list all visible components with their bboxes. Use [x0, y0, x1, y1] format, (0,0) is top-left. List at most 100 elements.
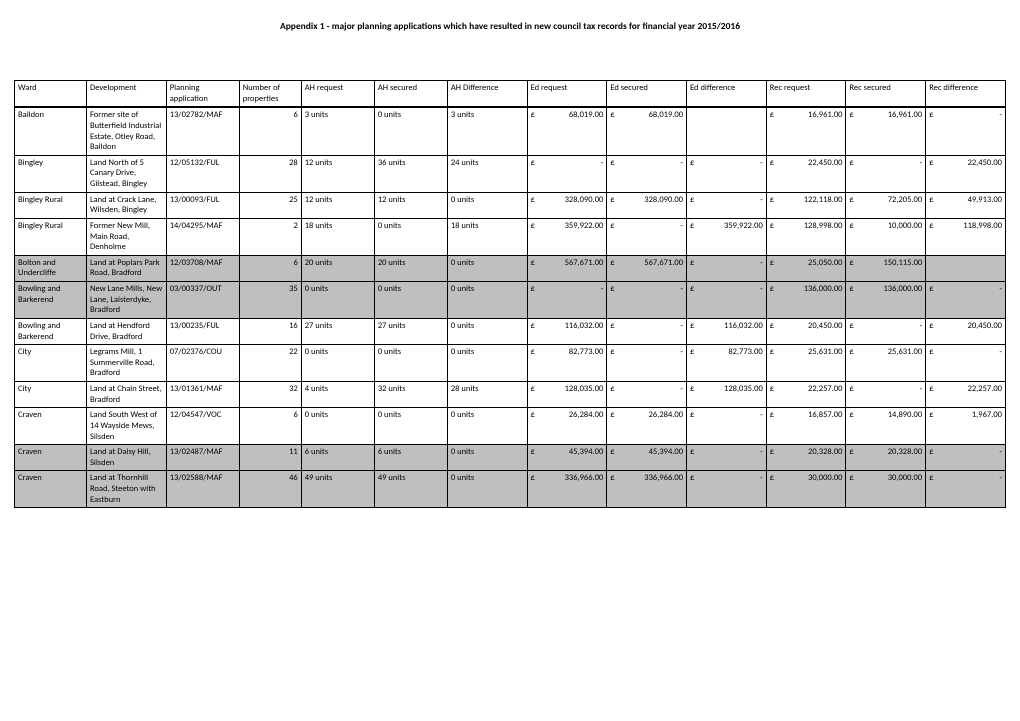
table-cell: 3 units: [301, 107, 374, 155]
money-cell: £136,000.00: [846, 282, 926, 319]
table-cell: 0 units: [301, 282, 374, 319]
table-cell: 12/05132/FUL: [166, 155, 239, 192]
table-cell: 0 units: [447, 445, 527, 471]
money-cell: £-: [926, 345, 1006, 382]
money-cell: £-: [687, 255, 767, 281]
table-cell: 0 units: [301, 345, 374, 382]
money-cell: £128,035.00: [527, 382, 607, 408]
money-cell: £22,450.00: [766, 155, 846, 192]
table-cell: Legrams Mill, 1 Summerville Road, Bradfo…: [86, 345, 166, 382]
money-cell: £68,019.00: [607, 107, 687, 155]
money-cell: £136,000.00: [766, 282, 846, 319]
money-cell: £-: [687, 192, 767, 218]
table-cell: Land at Hendford Drive, Bradford: [86, 318, 166, 344]
table-cell: 0 units: [447, 255, 527, 281]
table-cell: 46: [239, 471, 301, 508]
table-cell: Land at Chain Street, Bradford: [86, 382, 166, 408]
table-cell: 35: [239, 282, 301, 319]
table-cell: Land South West of 14 Wayside Mews, Sils…: [86, 408, 166, 445]
money-cell: £20,450.00: [766, 318, 846, 344]
table-cell: 18 units: [301, 218, 374, 255]
table-cell: 20 units: [374, 255, 447, 281]
table-cell: 0 units: [374, 282, 447, 319]
table-cell: 28 units: [447, 382, 527, 408]
table-cell: 12 units: [301, 155, 374, 192]
money-cell: £22,257.00: [926, 382, 1006, 408]
money-cell: £328,090.00: [607, 192, 687, 218]
table-cell: 6: [239, 408, 301, 445]
money-cell: £-: [687, 155, 767, 192]
money-cell: £26,284.00: [527, 408, 607, 445]
table-cell: 12/04547/VOC: [166, 408, 239, 445]
table-cell: Bingley Rural: [15, 192, 87, 218]
table-row: Bowling and BarkerendNew Lane Mills, New…: [15, 282, 1006, 319]
money-cell: £16,857.00: [766, 408, 846, 445]
table-cell: Bowling and Barkerend: [15, 282, 87, 319]
table-header-cell: Ed secured: [607, 81, 687, 108]
table-header-cell: Rec request: [766, 81, 846, 108]
money-cell: £45,394.00: [607, 445, 687, 471]
table-cell: 6 units: [301, 445, 374, 471]
table-cell: 13/01361/MAF: [166, 382, 239, 408]
table-cell: 0 units: [447, 192, 527, 218]
money-cell: £328,090.00: [527, 192, 607, 218]
table-cell: 28: [239, 155, 301, 192]
money-cell: £336,966.00: [607, 471, 687, 508]
table-cell: 0 units: [447, 282, 527, 319]
table-row: Bolton and UndercliffeLand at Poplars Pa…: [15, 255, 1006, 281]
table-cell: 18 units: [447, 218, 527, 255]
table-header-cell: Ed difference: [687, 81, 767, 108]
table-header-cell: Rec secured: [846, 81, 926, 108]
money-cell: £25,631.00: [846, 345, 926, 382]
money-cell: £-: [926, 282, 1006, 319]
money-cell: £359,922.00: [527, 218, 607, 255]
money-cell: £-: [926, 107, 1006, 155]
table-cell: 32: [239, 382, 301, 408]
planning-table: WardDevelopmentPlanning applicationNumbe…: [14, 80, 1006, 508]
table-cell: Former site of Butterfield Industrial Es…: [86, 107, 166, 155]
table-cell: Craven: [15, 471, 87, 508]
table-cell: 24 units: [447, 155, 527, 192]
money-cell: [926, 255, 1006, 281]
table-cell: Land at Thornhill Road, Steeton with Eas…: [86, 471, 166, 508]
table-row: CravenLand at Thornhill Road, Steeton wi…: [15, 471, 1006, 508]
table-cell: 16: [239, 318, 301, 344]
table-row: CityLegrams Mill, 1 Summerville Road, Br…: [15, 345, 1006, 382]
money-cell: £-: [527, 282, 607, 319]
table-cell: 12 units: [374, 192, 447, 218]
money-cell: £122,118.00: [766, 192, 846, 218]
money-cell: £22,450.00: [926, 155, 1006, 192]
money-cell: £25,050.00: [766, 255, 846, 281]
table-cell: 2: [239, 218, 301, 255]
money-cell: £22,257.00: [766, 382, 846, 408]
money-cell: £16,961.00: [766, 107, 846, 155]
money-cell: £20,328.00: [846, 445, 926, 471]
table-cell: 3 units: [447, 107, 527, 155]
money-cell: £30,000.00: [766, 471, 846, 508]
table-cell: 0 units: [447, 408, 527, 445]
table-cell: 27 units: [301, 318, 374, 344]
table-cell: Land at Poplars Park Road, Bradford: [86, 255, 166, 281]
money-cell: £72,205.00: [846, 192, 926, 218]
money-cell: £68,019.00: [527, 107, 607, 155]
table-row: Bingley RuralFormer New Mill, Main Road,…: [15, 218, 1006, 255]
money-cell: £-: [846, 155, 926, 192]
money-cell: £16,961.00: [846, 107, 926, 155]
table-cell: 27 units: [374, 318, 447, 344]
table-cell: 25: [239, 192, 301, 218]
table-cell: 03/00337/OUT: [166, 282, 239, 319]
money-cell: £-: [926, 471, 1006, 508]
table-row: Bingley RuralLand at Crack Lane, Wilsden…: [15, 192, 1006, 218]
table-cell: 0 units: [374, 345, 447, 382]
money-cell: £-: [687, 471, 767, 508]
table-cell: City: [15, 382, 87, 408]
money-cell: £26,284.00: [607, 408, 687, 445]
table-header-cell: AH secured: [374, 81, 447, 108]
table-cell: 32 units: [374, 382, 447, 408]
table-header-row: WardDevelopmentPlanning applicationNumbe…: [15, 81, 1006, 108]
table-cell: 22: [239, 345, 301, 382]
money-cell: £49,913.00: [926, 192, 1006, 218]
money-cell: £82,773.00: [527, 345, 607, 382]
money-cell: £-: [846, 318, 926, 344]
money-cell: £25,631.00: [766, 345, 846, 382]
